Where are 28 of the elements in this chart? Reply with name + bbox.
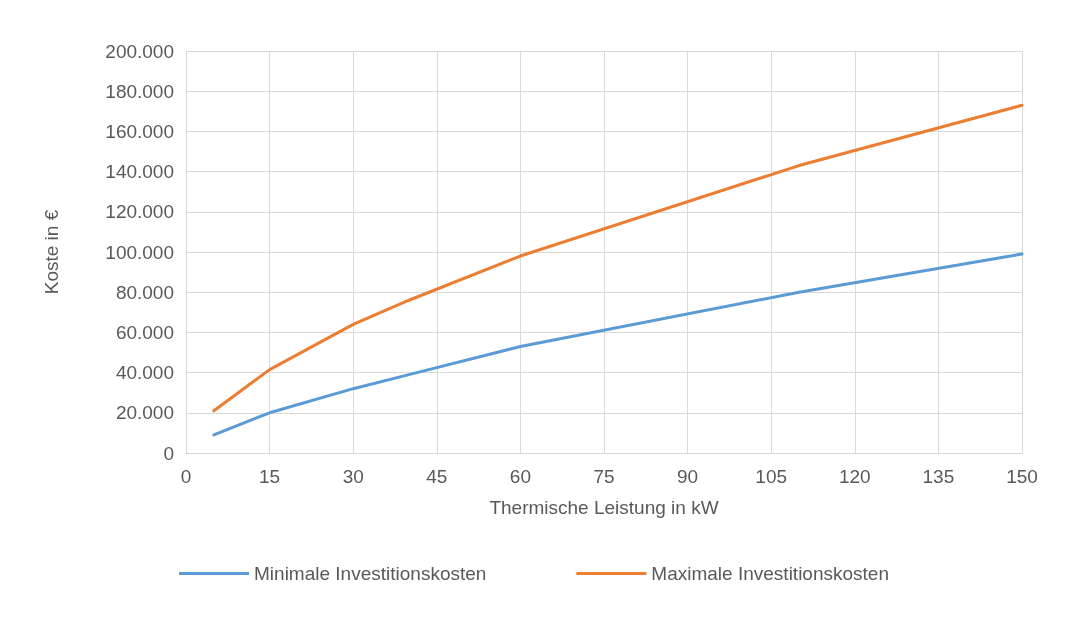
x-tick-label: 75 [593,466,615,487]
y-tick-label: 80.000 [115,281,174,303]
y-tick-label: 0 [163,442,174,464]
y-tick-label: 120.000 [105,201,174,223]
legend-label: Maximale Investitionskosten [651,563,889,584]
y-axis-title: Koste in € [41,209,62,295]
y-tick-label: 60.000 [115,321,174,343]
x-tick-label: 150 [1006,466,1038,487]
x-tick-label: 60 [509,466,531,487]
y-tick-label: 100.000 [105,241,174,263]
y-tick-label: 140.000 [105,161,174,183]
x-tick-label: 90 [677,466,699,487]
y-tick-label: 20.000 [115,402,174,424]
line-series [212,103,1024,413]
x-tick-label: 45 [426,466,448,487]
x-tick-label: 15 [259,466,281,487]
x-tick-label: 135 [922,466,955,487]
x-tick-label: 30 [342,466,364,487]
x-tick-label: 120 [838,466,871,487]
y-tick-label: 160.000 [105,120,174,142]
x-tick-label: 0 [180,466,192,487]
line-series [212,252,1024,437]
legend-label: Minimale Investitionskosten [254,563,487,584]
y-tick-label: 180.000 [105,80,174,102]
y-tick-label: 40.000 [115,362,174,384]
x-axis-title: Thermische Leistung in kW [489,497,719,518]
y-tick-label: 200.000 [105,40,174,62]
x-tick-label: 105 [755,466,788,487]
